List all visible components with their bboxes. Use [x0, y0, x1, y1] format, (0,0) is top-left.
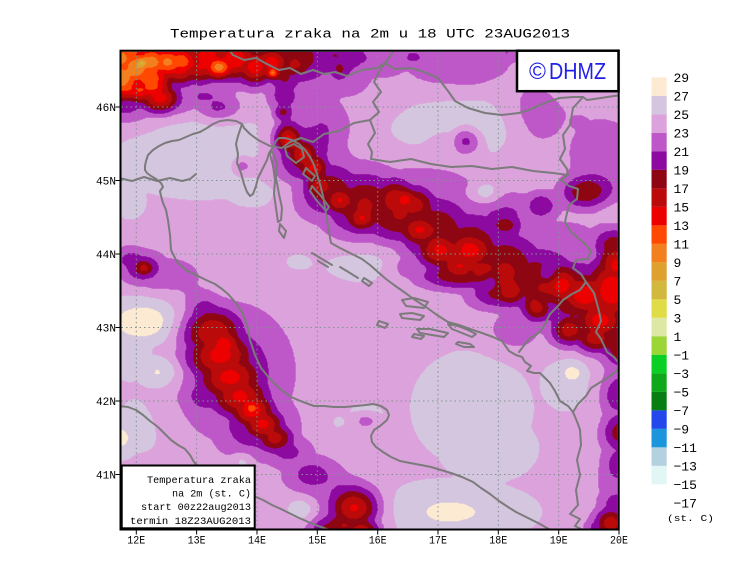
svg-text:na 2m (st. C): na 2m (st. C) [172, 489, 251, 501]
svg-text:17: 17 [674, 182, 690, 197]
svg-text:−9: −9 [674, 422, 690, 437]
svg-text:(st. C): (st. C) [667, 513, 714, 524]
svg-text:−13: −13 [674, 459, 697, 474]
svg-text:16E: 16E [369, 536, 387, 548]
svg-text:20E: 20E [610, 536, 628, 548]
svg-text:21: 21 [674, 145, 690, 160]
svg-text:DHMZ: DHMZ [549, 58, 606, 84]
svg-text:start 00z22aug2013: start 00z22aug2013 [141, 503, 251, 514]
svg-text:43N: 43N [96, 324, 116, 336]
svg-text:46N: 46N [96, 103, 116, 115]
svg-text:23: 23 [674, 126, 690, 141]
svg-text:5: 5 [674, 293, 682, 308]
svg-text:Temperatura zraka na 2m u 18 U: Temperatura zraka na 2m u 18 UTC 23AUG20… [170, 28, 570, 42]
svg-text:9: 9 [674, 256, 682, 271]
svg-text:7: 7 [674, 274, 682, 289]
svg-text:18E: 18E [489, 536, 507, 548]
svg-text:3: 3 [674, 311, 682, 326]
svg-text:27: 27 [674, 89, 690, 104]
svg-text:13E: 13E [188, 536, 206, 548]
svg-text:−5: −5 [674, 385, 690, 400]
svg-text:−1: −1 [674, 348, 690, 363]
svg-text:41N: 41N [96, 471, 116, 483]
svg-text:19E: 19E [550, 536, 568, 548]
svg-text:11: 11 [674, 237, 690, 252]
svg-text:−15: −15 [674, 478, 697, 493]
svg-text:19: 19 [674, 163, 690, 178]
svg-text:−3: −3 [674, 367, 690, 382]
svg-text:termin 18Z23AUG2013: termin 18Z23AUG2013 [130, 516, 251, 528]
svg-text:©: © [529, 58, 546, 84]
svg-text:44N: 44N [96, 250, 116, 262]
svg-text:14E: 14E [248, 536, 266, 548]
svg-text:13: 13 [674, 219, 690, 234]
svg-text:25: 25 [674, 108, 690, 123]
svg-text:29: 29 [674, 71, 690, 86]
svg-text:Temperatura zraka: Temperatura zraka [147, 475, 251, 487]
svg-text:45N: 45N [96, 177, 116, 189]
svg-text:17E: 17E [429, 536, 447, 548]
svg-text:1: 1 [674, 330, 682, 345]
svg-text:−11: −11 [674, 441, 698, 456]
svg-text:15E: 15E [308, 536, 326, 548]
svg-text:42N: 42N [96, 397, 116, 409]
svg-text:−7: −7 [674, 404, 690, 419]
svg-text:−17: −17 [674, 496, 697, 511]
svg-text:12E: 12E [127, 536, 145, 548]
svg-text:15: 15 [674, 200, 690, 215]
